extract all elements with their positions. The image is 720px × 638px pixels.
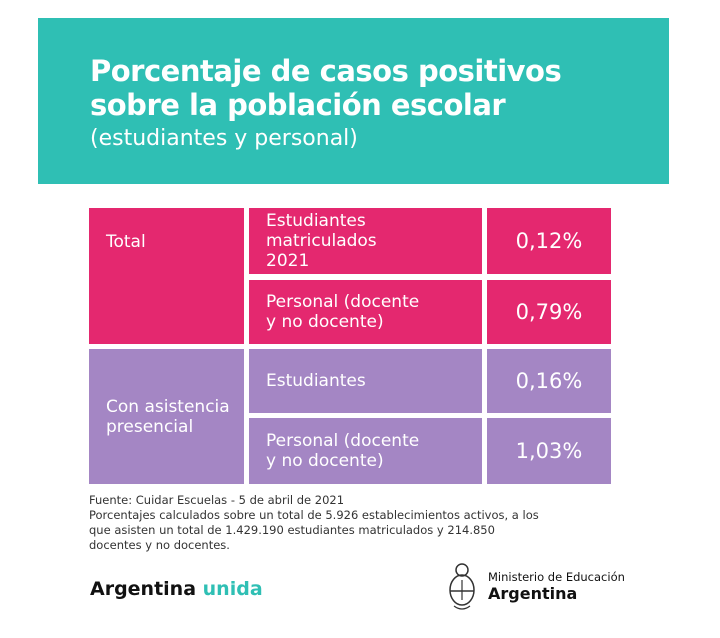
brand-part1: Argentina [90, 578, 197, 600]
title-banner: Porcentaje de casos positivos sobre la p… [38, 18, 669, 184]
brand-part2: unida [202, 578, 263, 600]
ministry-country: Argentina [488, 583, 578, 603]
group-label-presencial: Con asistencia presencial [89, 349, 244, 484]
row-label: Estudiantes matriculados 2021 [249, 208, 482, 274]
title-line-2: sobre la población escolar [90, 88, 506, 122]
row-value: 0,79% [487, 280, 611, 344]
ministry-logo: Ministerio de Educación Argentina [446, 560, 625, 612]
row-value: 1,03% [487, 418, 611, 484]
ministry-name: Ministerio de Educación [488, 569, 625, 584]
note-text: Porcentajes calculados sobre un total de… [89, 508, 539, 552]
footnote: Fuente: Cuidar Escuelas - 5 de abril de … [89, 493, 539, 553]
subtitle: (estudiantes y personal) [90, 126, 358, 151]
row-value: 0,16% [487, 349, 611, 413]
source-text: Fuente: Cuidar Escuelas - 5 de abril de … [89, 493, 345, 507]
argentina-unida-logo: Argentina unida [90, 578, 263, 600]
coat-of-arms-icon [449, 563, 475, 610]
group-label-total: Total [89, 208, 244, 344]
row-label: Personal (docente y no docente) [249, 418, 482, 484]
row-label: Personal (docente y no docente) [249, 280, 482, 344]
row-label: Estudiantes [249, 349, 482, 413]
title-line-1: Porcentaje de casos positivos [90, 54, 562, 88]
row-value: 0,12% [487, 208, 611, 274]
